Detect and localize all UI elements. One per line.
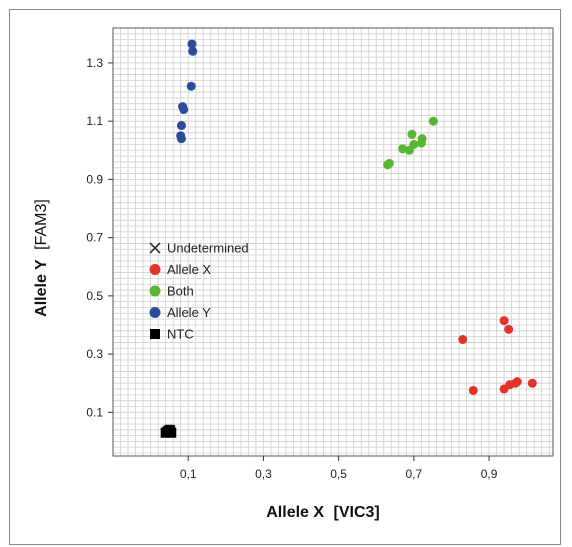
point-both <box>407 129 417 139</box>
point-allele-y <box>186 81 196 91</box>
point-both <box>417 134 427 144</box>
legend-item-both: Both <box>149 284 194 299</box>
legend-item-allele-x: Allele X <box>149 262 211 277</box>
legend-marker-both <box>149 285 161 297</box>
x-ticks: 0,1 0,3 0,5 0,7 0,9 <box>180 456 498 481</box>
y-tick-label: 1.1 <box>86 114 103 128</box>
point-both <box>398 144 408 154</box>
grid <box>112 27 553 456</box>
y-tick-label: 1.3 <box>86 56 103 70</box>
point-allele-x <box>499 316 509 326</box>
x-axis-label-bold: Allele X <box>266 504 324 521</box>
legend-marker-undetermined <box>149 242 161 254</box>
y-tick-label: 0.9 <box>86 172 103 186</box>
y-tick-label: 0.1 <box>86 405 103 419</box>
legend-item-ntc: NTC <box>150 327 194 342</box>
point-allele-y <box>187 39 197 49</box>
point-allele-y <box>176 121 186 131</box>
point-both <box>428 116 438 126</box>
point-allele-y <box>176 134 186 144</box>
legend-label-allele-y: Allele Y <box>167 305 211 320</box>
x-tick-label: 0,3 <box>255 467 272 481</box>
plot-border <box>112 27 554 457</box>
x-tick-label: 0,1 <box>180 467 197 481</box>
legend-item-allele-y: Allele Y <box>149 305 211 320</box>
point-allele-y <box>178 102 188 112</box>
point-allele-x <box>512 377 522 387</box>
y-ticks: 0.1 0.3 0.5 0.7 0.9 1.1 1.3 <box>86 56 113 419</box>
data-points <box>160 39 537 438</box>
chart-frame: 0,1 0,3 0,5 0,7 0,9 0.1 0.3 0.5 0.7 0.9 1.1 1.3 Al… <box>9 9 561 545</box>
legend-item-undetermined: Undetermined <box>149 241 249 256</box>
point-allele-x <box>504 324 514 334</box>
y-tick-label: 0.7 <box>86 231 103 245</box>
x-tick-label: 0,5 <box>330 467 347 481</box>
legend-marker-allele-x <box>149 264 161 275</box>
legend-label-both: Both <box>167 284 194 299</box>
x-tick-label: 0,9 <box>481 467 498 481</box>
point-both <box>409 139 419 149</box>
legend-marker-allele-y <box>149 307 161 318</box>
y-tick-label: 0.5 <box>86 289 103 303</box>
legend-label-allele-x: Allele X <box>167 262 211 277</box>
point-allele-x <box>468 385 478 395</box>
scatter-chart: 0,1 0,3 0,5 0,7 0,9 0.1 0.3 0.5 0.7 0.9 1.1 1.3 Al… <box>33 27 554 521</box>
legend-marker-ntc <box>150 329 160 339</box>
point-ntc <box>165 425 176 436</box>
legend-label-undetermined: Undetermined <box>167 241 249 256</box>
x-tick-label: 0,7 <box>406 467 423 481</box>
y-axis-label-unit: [FAM3] <box>33 199 50 250</box>
point-allele-x <box>458 335 468 345</box>
point-allele-y <box>188 46 198 56</box>
x-axis-label: Allele X [VIC3] <box>266 504 380 521</box>
y-tick-label: 0.3 <box>86 347 103 361</box>
point-both <box>384 158 394 168</box>
legend-label-ntc: NTC <box>167 327 194 342</box>
x-axis-label-unit: [VIC3] <box>334 504 380 521</box>
y-axis-label-bold: Allele Y <box>33 259 50 317</box>
point-allele-x <box>527 378 537 388</box>
legend: Undetermined Allele X Both Allele Y NTC <box>149 241 249 342</box>
y-axis-label: Allele Y [FAM3] <box>33 199 50 317</box>
